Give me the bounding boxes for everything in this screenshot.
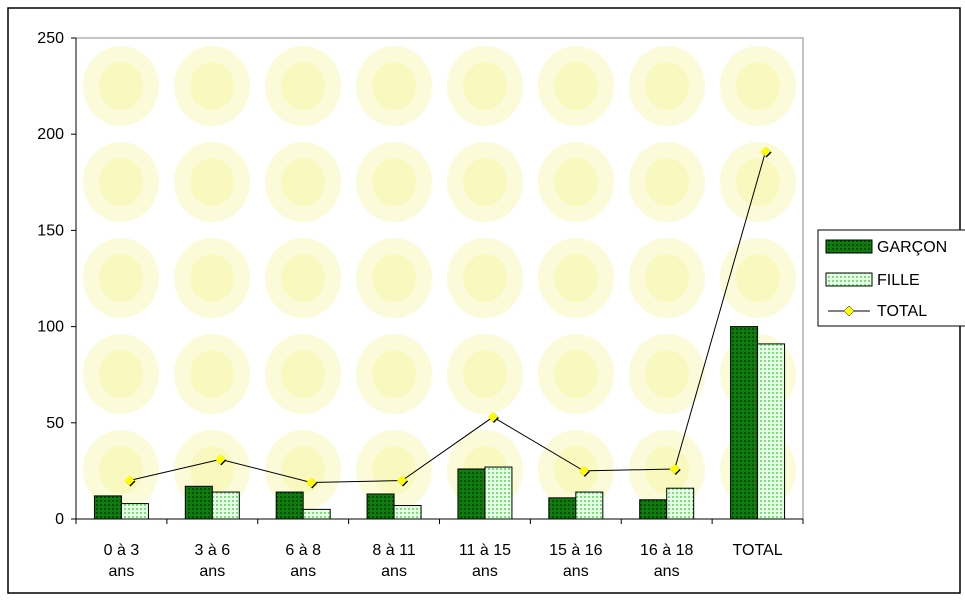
bar-fille — [211, 491, 240, 520]
bar-fille — [757, 343, 786, 520]
x-tick-label: 11 à 15 ans — [459, 542, 511, 580]
bar-garcon — [93, 495, 122, 520]
x-tick-label-line: ans — [199, 563, 225, 580]
legend-label-fille: FILLE — [877, 272, 920, 289]
x-tick-label-line: 0 à 3 — [104, 542, 140, 559]
legend-label-garcon: GARÇON — [877, 239, 947, 256]
bar-garcon — [184, 485, 213, 520]
bar-garcon — [730, 326, 759, 520]
x-tick-label: 0 à 3 ans — [104, 542, 140, 580]
bar-fille — [120, 503, 149, 520]
x-tick-label-line: 8 à 11 — [372, 542, 415, 559]
x-tick-label: 8 à 11 ans — [372, 542, 415, 580]
bar-garcon — [639, 499, 668, 520]
line-series-group — [124, 146, 772, 489]
line-total — [129, 151, 767, 483]
x-tick-label: 16 à 18 ans — [640, 542, 693, 580]
y-axis: 0 50 100 150 200 250 — [37, 30, 77, 528]
x-tick-label-line: ans — [381, 563, 407, 580]
legend-label-total: TOTAL — [877, 303, 927, 320]
legend: GARÇON FILLE TOTAL — [817, 229, 965, 327]
y-tick-label: 50 — [46, 415, 64, 432]
point-total — [487, 412, 498, 423]
point-total — [215, 454, 226, 465]
x-tick-label-line: 11 à 15 — [459, 542, 511, 559]
x-tick-label-line: 16 à 18 — [640, 542, 693, 559]
y-tick-label: 100 — [37, 319, 64, 336]
x-tick-label: 15 à 16 ans — [549, 542, 602, 580]
bar-fille — [302, 508, 331, 520]
bar-garcon — [275, 491, 304, 520]
point-total — [124, 475, 135, 486]
x-tick-label-line: ans — [563, 563, 589, 580]
legend-swatch-fille — [825, 272, 873, 287]
legend-swatch-garcon — [825, 239, 873, 254]
bar-garcon — [548, 497, 577, 520]
x-tick-label-line: ans — [654, 563, 680, 580]
bar-fille — [575, 491, 604, 520]
bar-fille — [393, 505, 422, 520]
point-total — [760, 146, 771, 157]
x-tick-label-line: ans — [472, 563, 498, 580]
point-total — [578, 465, 589, 476]
y-tick-label: 0 — [55, 511, 64, 528]
y-tick-label: 200 — [37, 126, 64, 143]
plot-area — [75, 37, 804, 520]
bar-garcon — [457, 468, 486, 520]
point-total — [397, 475, 408, 486]
bar-fille — [484, 466, 513, 520]
legend-marker-total — [843, 305, 855, 317]
x-tick-label-line: 3 à 6 — [195, 542, 231, 559]
x-tick-label-line: ans — [109, 563, 135, 580]
point-total — [669, 463, 680, 474]
x-tick-label: TOTAL — [733, 542, 783, 559]
x-tick-label: 6 à 8 ans — [285, 542, 321, 580]
bar-series-group — [93, 326, 786, 520]
x-tick-label: 3 à 6 ans — [195, 542, 231, 580]
x-tick-label-line: ans — [290, 563, 316, 580]
y-tick-label: 250 — [37, 30, 64, 47]
point-total — [306, 477, 317, 488]
x-tick-label-line: 15 à 16 — [549, 542, 602, 559]
bar-fille — [666, 487, 695, 520]
y-tick-label: 150 — [37, 222, 64, 239]
bar-garcon — [366, 493, 395, 520]
x-tick-label-line: TOTAL — [733, 542, 783, 559]
x-tick-label-line: 6 à 8 — [285, 542, 321, 559]
